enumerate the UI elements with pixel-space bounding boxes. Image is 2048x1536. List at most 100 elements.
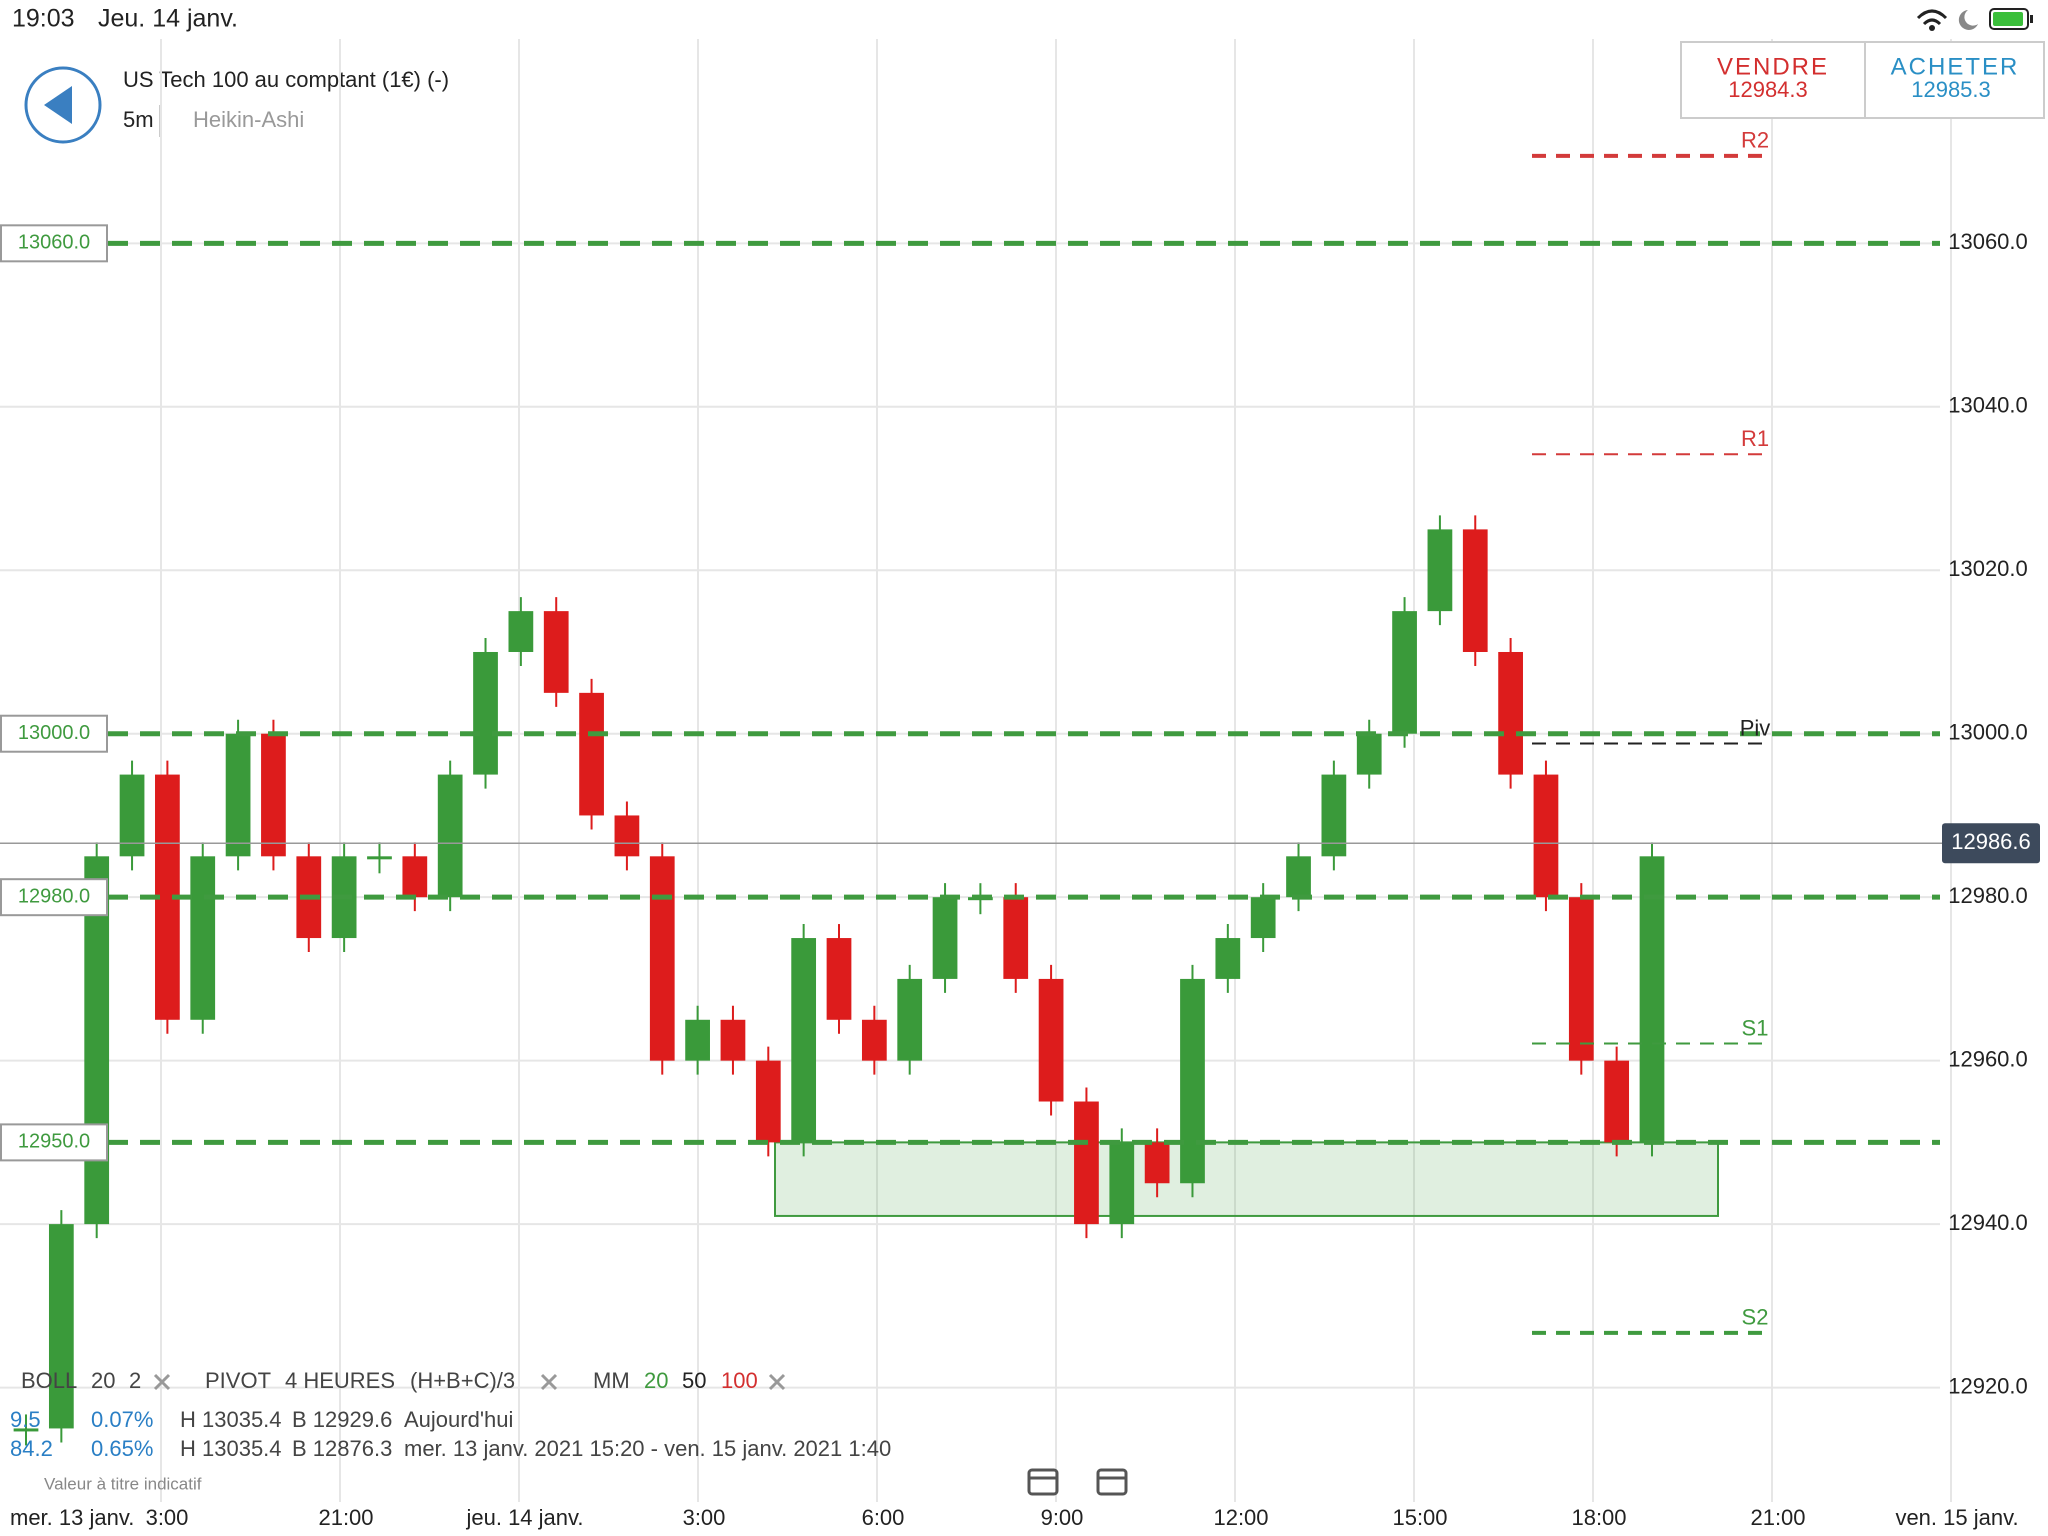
y-tick-label: 12980.0 [1948,883,2028,908]
candle [367,856,392,860]
x-tick-label: 9:00 [1041,1505,1084,1530]
pivot-label: R2 [1741,128,1769,153]
candle [508,611,534,652]
legend-text: H 13035.4 [180,1436,282,1461]
y-tick-label: 12920.0 [1948,1373,2028,1398]
sell-button[interactable] [1680,41,1866,119]
buy-button[interactable] [1864,41,2045,119]
close-icon-path [540,1373,558,1391]
x-tick-label: 21:00 [1750,1505,1805,1530]
legend-note: Valeur à titre indicatif [44,1474,202,1493]
instrument-title: US Tech 100 au comptant (1€) (-) [123,67,449,92]
candle [1109,1142,1135,1225]
legend-text: mer. 13 janv. 2021 15:20 - ven. 15 janv.… [404,1436,891,1461]
candle [861,1019,887,1061]
status-date: Jeu. 14 janv. [98,5,238,33]
back-button[interactable] [24,66,102,144]
legend-text: 100 [721,1368,758,1393]
level-tag [0,878,108,917]
pivot-label: S1 [1742,1015,1769,1040]
candle [1639,856,1665,1143]
candle [402,856,428,898]
candle [437,774,463,898]
candle [1568,897,1594,1061]
legend-text: (H+B+C)/3 [410,1368,515,1393]
legend-text: H 13035.4 [180,1407,282,1432]
candle [225,733,251,857]
close-icon-path [768,1373,786,1391]
support-zone [774,1141,1719,1217]
pivot-label: Piv [1740,715,1771,740]
legend-text: 50 [682,1368,706,1393]
trade-buttons: VENDRE 12984.3 ACHETER 12985.3 [1680,41,2045,119]
candle [1074,1101,1099,1225]
x-tick-label: ven. 15 janv. [1895,1505,2018,1530]
level-label: 13060.0 [18,232,90,254]
candle [1356,733,1382,775]
close-icon-path [153,1373,171,1391]
legend-text: 4 HEURES [285,1368,395,1393]
candle [1003,897,1029,979]
candle [1462,529,1488,652]
candle [1144,1142,1170,1184]
sell-price: 12984.3 [1728,77,1808,102]
candle [1533,774,1559,898]
level-tag [0,714,108,753]
candle [791,938,817,1143]
close-icon[interactable] [540,1373,558,1391]
close-icon[interactable] [768,1373,786,1391]
x-tick-label: 15:00 [1392,1505,1447,1530]
legend-text: 20 [644,1368,668,1393]
candle [1250,897,1276,939]
candle [1498,651,1523,775]
candle [1038,978,1064,1102]
candle [1286,856,1311,898]
candle [1180,978,1205,1184]
candle [720,1019,746,1061]
legend-text: B 12929.6 [292,1407,392,1432]
x-tick-label: 3:00 [146,1505,189,1530]
x-tick-label: jeu. 14 janv. [465,1505,583,1530]
legend-text: 20 [91,1368,115,1393]
candle [932,897,958,979]
x-tick-label: 18:00 [1571,1505,1626,1530]
candle [190,856,216,1020]
legend-text: B 12876.3 [292,1436,392,1461]
candle [755,1060,781,1143]
candle [473,651,498,775]
x-tick-label: mer. 13 janv. [10,1505,134,1530]
level-label: 12950.0 [18,1131,90,1153]
close-icon[interactable] [153,1373,171,1391]
candle [261,733,286,857]
candle [84,856,110,1225]
pivot-label: R1 [1741,426,1769,451]
calendar-icons[interactable] [1027,1468,1128,1496]
candle [649,856,675,1061]
level-label: 13000.0 [18,722,90,744]
level-tag [0,1123,108,1162]
buy-label: ACHETER [1891,53,2020,80]
candle [1321,774,1347,857]
legend-text: BOLL [21,1368,77,1393]
y-tick-label: 13020.0 [1948,556,2028,581]
legend-text: 0.07% [91,1407,153,1432]
level-label: 12980.0 [18,885,90,907]
candle [1215,938,1241,979]
sell-label: VENDRE [1717,53,1829,80]
candle [48,1224,74,1429]
candle [826,938,852,1020]
candle [1604,1060,1630,1143]
y-tick-label: 13040.0 [1948,393,2028,418]
indicator-legend: BOLL 20 2 PIVOT 4 HEURES (H+B+C)/3 MM 20 50 100 9.… [10,1368,891,1494]
x-tick-label: 6:00 [862,1505,905,1530]
buy-price: 12985.3 [1911,77,1991,102]
chart-style: Heikin-Ashi [193,107,304,132]
candle [13,1428,39,1432]
candle [897,978,923,1061]
last-price-label: 12986.6 [1951,829,2031,854]
candle [579,692,604,816]
x-tick-label: 3:00 [683,1505,726,1530]
legend-text: MM [593,1368,630,1393]
candle [543,611,569,693]
